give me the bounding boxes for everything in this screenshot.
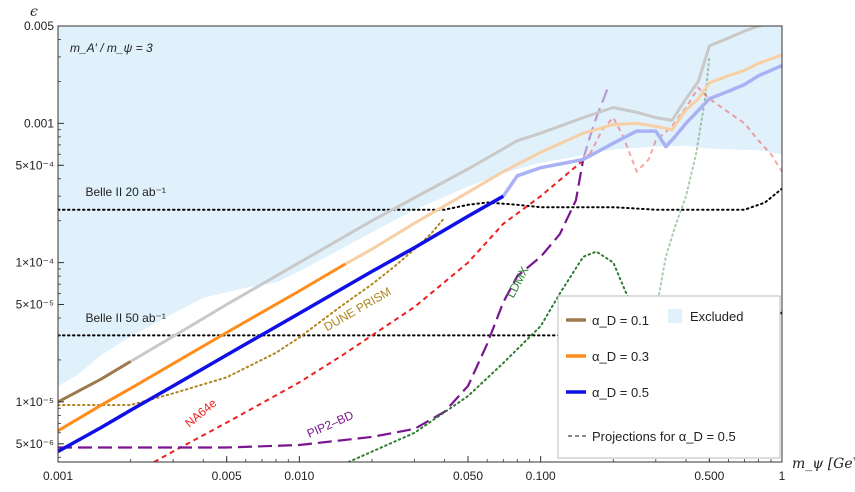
y-tick-label-2: 5×10⁻⁵ (16, 298, 54, 312)
projection-line-faded-4 (582, 87, 609, 160)
legend: α_D = 0.1 α_D = 0.3 α_D = 0.5 Excluded Proje… (557, 295, 781, 459)
series-line-2 (58, 194, 505, 454)
plot-area (58, 26, 782, 462)
y-tick-label-4: 5×10⁻⁴ (15, 158, 54, 172)
series-line-faded-0 (129, 26, 765, 363)
projection-line-4 (58, 159, 585, 449)
annotation-4: PIP2–BD (305, 408, 356, 441)
y-tick-label-6: 0.005 (24, 19, 54, 33)
x-tick-label-6: 1 (779, 469, 786, 483)
series-line-faded-2 (501, 63, 782, 198)
x-tick-label-0: 0.001 (43, 469, 73, 483)
annotation-0: Belle II 20 ab⁻¹ (85, 185, 165, 199)
legend-label-3: Excluded (690, 309, 743, 324)
legend-label-0: α_D = 0.1 (592, 313, 649, 328)
projection-line-faded-5 (654, 55, 711, 316)
y-tick-label-1: 1×10⁻⁵ (16, 395, 54, 409)
plot-frame (57, 25, 783, 463)
x-tick-label-4: 0.100 (526, 469, 556, 483)
legend-swatch-3 (668, 309, 682, 323)
x-tick-label-2: 0.010 (284, 469, 314, 483)
y-tick-label-3: 1×10⁻⁴ (15, 256, 54, 270)
y-tick-label-5: 0.001 (24, 116, 54, 130)
y-tick-label-0: 5×10⁻⁶ (16, 437, 54, 451)
x-axis-label: m_ψ [GeV] (792, 456, 855, 472)
projection-line-faded-3 (589, 86, 782, 174)
projection-line-0 (58, 187, 782, 211)
projection-line-3 (153, 153, 591, 462)
annotation-2: DUNE PRISM (321, 284, 393, 334)
annotation-5: LDMX (504, 264, 532, 300)
series-line-0 (58, 360, 132, 404)
x-tick-label-1: 0.005 (212, 469, 242, 483)
mass-ratio-label: m_A′ / m_ψ = 3 (70, 41, 153, 55)
x-tick-label-5: 0.500 (694, 469, 724, 483)
annotation-1: Belle II 50 ab⁻¹ (85, 311, 165, 325)
excluded-region (58, 26, 782, 386)
legend-label-2: α_D = 0.5 (592, 385, 649, 400)
series-line-faded-1 (344, 53, 782, 266)
legend-label-1: α_D = 0.3 (592, 349, 649, 364)
legend-label-4: Projections for α_D = 0.5 (592, 429, 736, 444)
y-axis-label: ϵ (30, 4, 38, 20)
series-line-1 (58, 262, 347, 433)
x-tick-label-3: 0.050 (453, 469, 483, 483)
annotation-3: NA64e (182, 396, 219, 431)
